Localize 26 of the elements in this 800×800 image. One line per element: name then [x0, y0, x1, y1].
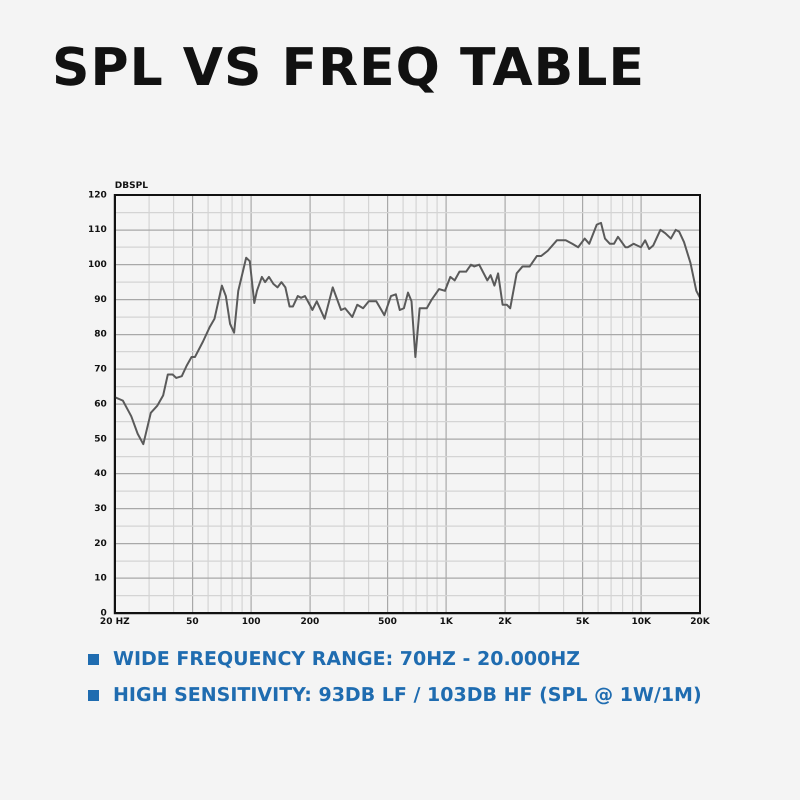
x-tick-label: 500 — [378, 616, 397, 627]
chart-title: SPL VS FREQ TABLE — [52, 38, 645, 98]
y-tick-label: 120 — [88, 190, 107, 200]
y-tick-label: 60 — [94, 399, 107, 410]
y-tick-label: 110 — [88, 225, 107, 236]
text: WIDE FREQUENCY RANGE: 70HZ - 20.000HZ — [113, 648, 580, 670]
y-tick-label: 100 — [88, 260, 107, 270]
text: HIGH SENSITIVITY: 93DB LF / 103DB HF (SPL @ 1W/1M) — [113, 684, 702, 706]
y-tick-label: 40 — [94, 469, 107, 480]
y-tick-label: 70 — [94, 364, 107, 375]
x-tick-label: 100 — [242, 616, 261, 627]
x-tick-label: 2K — [498, 616, 513, 627]
y-tick-label: 90 — [94, 294, 107, 305]
x-tick-label: 200 — [300, 616, 320, 627]
x-tick-label: 20K — [690, 616, 711, 627]
x-tick-label: 5K — [576, 616, 590, 627]
x-tick-label: 50 — [186, 616, 199, 627]
y-axis-title: DBSPL — [114, 180, 148, 191]
y-tick-label: 20 — [94, 538, 107, 549]
y-tick-label: 30 — [94, 504, 107, 514]
x-tick-label: 10K — [632, 616, 652, 627]
x-tick-label: 1K — [440, 616, 454, 627]
y-tick-label: 50 — [94, 434, 107, 444]
x-tick-label: 20 HZ — [100, 616, 130, 627]
y-tick-label: 80 — [94, 330, 107, 340]
y-tick-label: 10 — [94, 574, 107, 584]
